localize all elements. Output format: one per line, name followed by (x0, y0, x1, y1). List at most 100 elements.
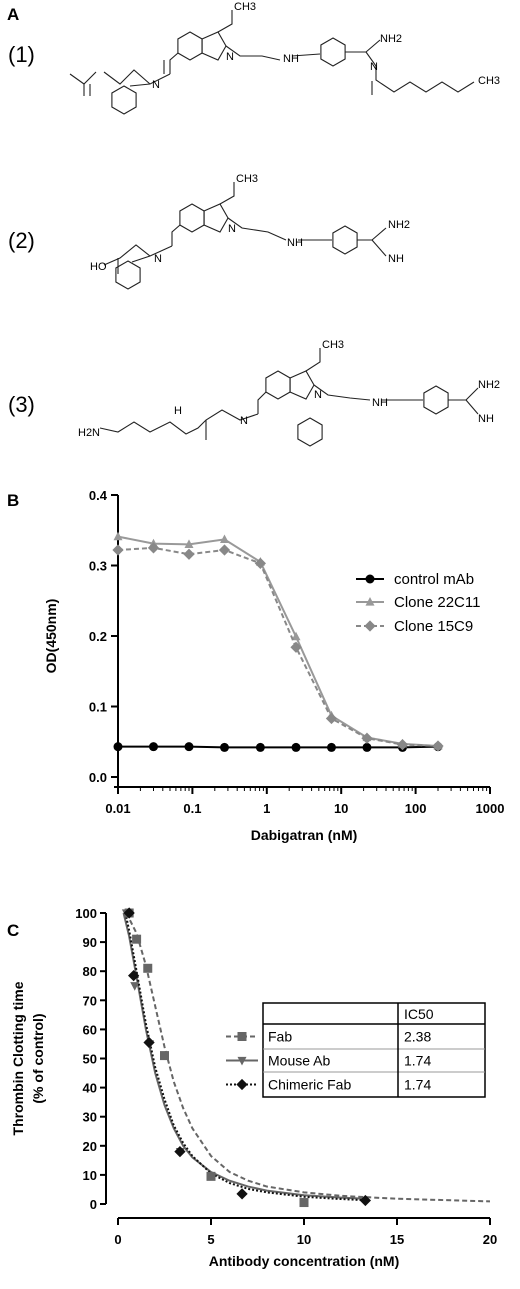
data-point (236, 1188, 248, 1200)
data-point (299, 1198, 309, 1208)
data-point (127, 969, 140, 982)
atom-n: N (154, 253, 162, 265)
y-tick-label: 0.0 (89, 770, 107, 785)
ic50-value: 2.38 (404, 1029, 431, 1045)
data-point (160, 1051, 169, 1061)
y-tick-label: 0.2 (89, 629, 107, 644)
table-header-ic50: IC50 (404, 1006, 434, 1022)
y-axis-label-line-1: Thrombin Clotting time (10, 981, 26, 1135)
data-point (290, 641, 302, 653)
chart-c: C 0 10 20 30 40 50 60 70 80 90 100 0 5 10 15 20 Antibody… (7, 906, 497, 1269)
data-point (184, 742, 194, 752)
legend-label: Mouse Ab (268, 1053, 330, 1069)
structure-3-label: (3) (8, 392, 35, 417)
atom-n: N (370, 61, 378, 73)
x-tick-label: 10 (334, 801, 348, 816)
x-tick-label: 1 (263, 801, 270, 816)
atom-ch3: CH3 (236, 173, 258, 185)
y-tick-label: 80 (83, 964, 97, 979)
x-axis-label: Antibody concentration (nM) (209, 1253, 400, 1269)
y-tick-label: 90 (83, 935, 97, 950)
y-tick-label: 10 (83, 1168, 97, 1183)
data-point (362, 742, 372, 752)
atom-ch3: CH3 (478, 75, 500, 87)
x-tick-label: 5 (207, 1232, 214, 1247)
structure-3-drawing (99, 348, 479, 447)
x-tick-label: 0.1 (183, 801, 201, 816)
structure-3: (3) CH3 NH2 NH NH H2N H (8, 339, 500, 447)
x-tick-label: 1000 (476, 801, 505, 816)
data-point (184, 539, 194, 548)
data-point (361, 732, 373, 744)
data-point (123, 907, 135, 919)
data-point (183, 548, 195, 560)
atom-nh: NH (287, 237, 303, 249)
legend-marker (365, 597, 375, 606)
ic50-table (262, 1002, 486, 1098)
x-tick-label: 10 (297, 1232, 311, 1247)
y-tick-label: 0.4 (89, 488, 108, 503)
y-tick-label: 0.3 (89, 559, 107, 574)
atom-nh2: NH2 (388, 219, 410, 231)
series-line-0 (118, 745, 439, 749)
atom-nh2: NH2 (380, 33, 402, 45)
legend-label: Chimeric Fab (268, 1077, 351, 1093)
panel-b-letter: B (7, 491, 19, 510)
atom-ch3: CH3 (234, 1, 256, 13)
data-point (147, 542, 160, 554)
legend-label: Fab (268, 1029, 292, 1045)
structure-3-atoms: CH3 NH2 NH NH H2N H N N (78, 339, 500, 439)
y-tick-label: 60 (83, 1022, 97, 1037)
panel-c-letter: C (7, 921, 19, 940)
panel-a: A (1) (7, 1, 500, 447)
legend-marker (237, 1056, 247, 1066)
data-point (359, 1194, 372, 1207)
chart-b: B 0.0 0.1 0.2 0.3 0.4 0.01 0.1 1 10 100 1000 Dabiga… (7, 488, 504, 843)
fit-curve-0 (125, 912, 491, 1203)
data-point (132, 934, 142, 944)
atom-nh: NH (372, 397, 388, 409)
ic50-value: 1.74 (404, 1053, 431, 1069)
structure-2: (2) CH3 HO NH2 NH NH (8, 173, 410, 290)
structure-1-drawing (69, 10, 475, 115)
legend-label: control mAb (394, 571, 474, 588)
atom-n: N (240, 415, 248, 427)
data-point (148, 742, 158, 752)
atom-ho: HO (90, 261, 107, 273)
x-tick-label: 100 (405, 801, 427, 816)
structure-1: (1) CH3 NH (8, 1, 500, 115)
data-point (143, 1036, 155, 1049)
data-point (219, 742, 229, 752)
y-tick-label: 70 (83, 993, 97, 1008)
y-tick-label: 50 (83, 1052, 97, 1067)
legend-marker (236, 1078, 248, 1091)
y-tick-label: 0.1 (89, 700, 107, 715)
x-tick-label: 0.01 (105, 801, 130, 816)
data-point (113, 531, 123, 541)
data-point (130, 982, 140, 991)
y-axis-label-line-2: (% of control) (30, 1013, 46, 1103)
atom-n: N (228, 223, 236, 235)
atom-n: N (314, 389, 322, 401)
data-point (219, 534, 229, 544)
legend-label: Clone 22C11 (394, 594, 480, 611)
atom-nh2: NH2 (478, 379, 500, 391)
legend-marker (364, 620, 376, 632)
atom-nh: NH (478, 413, 494, 425)
x-tick-label: 20 (483, 1232, 497, 1247)
y-tick-label: 40 (83, 1081, 97, 1096)
data-point (326, 742, 336, 752)
atom-h2n: H2N (78, 427, 100, 439)
data-point (432, 740, 444, 752)
atom-n: N (152, 79, 160, 91)
legend-label: Clone 15C9 (394, 618, 473, 635)
atom-ch3: CH3 (322, 339, 344, 351)
atom-nh: NH (388, 253, 404, 265)
x-axis-label: Dabigatran (nM) (251, 827, 358, 843)
data-point (291, 742, 301, 752)
series-line-1 (117, 535, 439, 747)
fit-curve-2 (124, 912, 366, 1202)
legend-marker (365, 574, 375, 584)
data-point (396, 738, 409, 751)
